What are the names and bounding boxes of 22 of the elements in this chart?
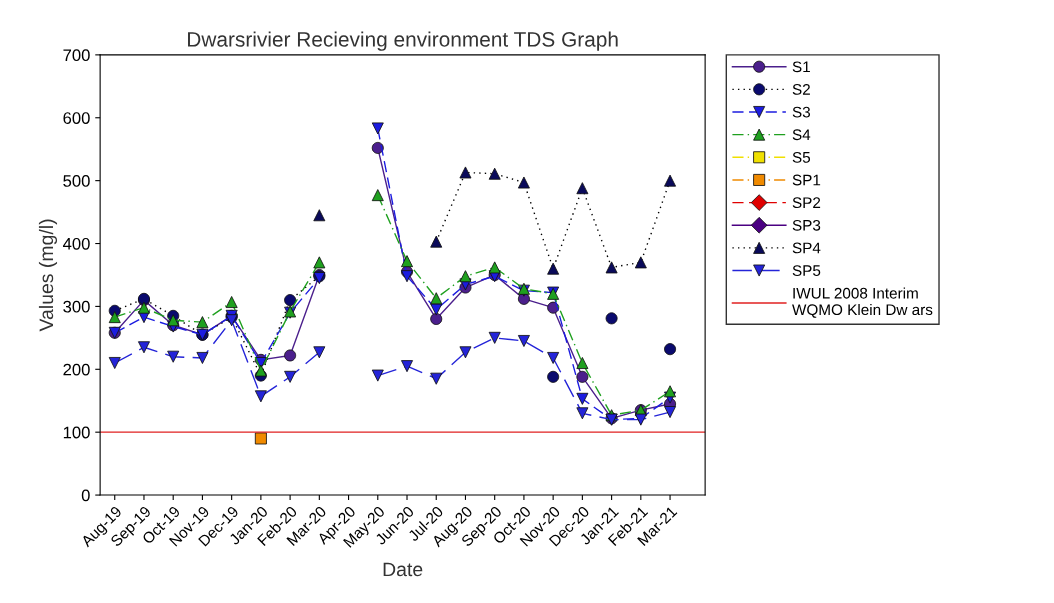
y-tick-label: 500 <box>63 175 90 187</box>
legend-label: S2 <box>792 84 810 95</box>
legend-label: S5 <box>792 151 811 163</box>
y-tick-label: 200 <box>63 363 90 376</box>
y-axis-title: Values (mg/l) <box>38 219 58 332</box>
y-tick-label: 700 <box>63 49 90 62</box>
legend-label: SP4 <box>792 242 821 254</box>
legend-label: S4 <box>792 129 811 141</box>
y-tick-label: 300 <box>63 300 90 313</box>
chart-title: Dwarsrivier Recieving environment TDS Graph <box>188 31 618 51</box>
legend-label: S3 <box>792 106 811 118</box>
y-tick-label: 0 <box>81 489 90 502</box>
legend-label: SP1 <box>792 174 821 186</box>
x-axis-title: Date <box>383 562 423 577</box>
legend-label: IWUL 2008 Interim WQMO Klein Dw ars <box>792 287 933 318</box>
legend-label: S1 <box>792 61 810 73</box>
y-tick-label: 600 <box>63 112 90 124</box>
y-tick-label: 400 <box>62 237 90 250</box>
legend-label: SP2 <box>792 197 821 209</box>
legend-label: SP3 <box>792 219 821 231</box>
y-tick-label: 100 <box>63 426 90 439</box>
legend-label: SP5 <box>792 265 821 277</box>
